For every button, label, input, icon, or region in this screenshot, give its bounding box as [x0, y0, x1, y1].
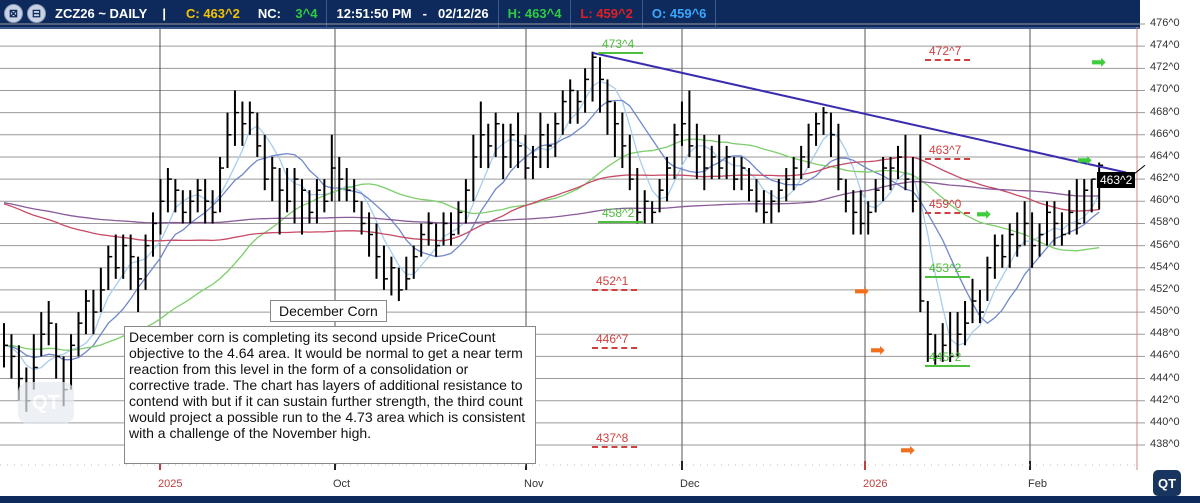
- y-tick-label: 450^0: [1150, 305, 1180, 318]
- moving-average-line: [3, 99, 1100, 361]
- qt-logo: QT: [1153, 470, 1181, 496]
- y-tick-label: 464^0: [1150, 149, 1180, 162]
- last-price-tag: 463^2: [1097, 172, 1136, 188]
- close-box-icon[interactable]: ⊠: [4, 4, 23, 23]
- moving-average-line: [3, 156, 1100, 242]
- y-tick-label: 440^0: [1150, 415, 1180, 428]
- x-tick-label: Oct: [333, 478, 351, 490]
- y-tick-label: 470^0: [1150, 83, 1180, 96]
- resistance-trendline: [592, 51, 1127, 174]
- resistance-level-label: 437^8: [596, 431, 629, 446]
- resistance-level-label: 472^7: [929, 43, 962, 58]
- textbox-title: December Corn: [270, 300, 387, 322]
- minimize-box-icon[interactable]: ⊟: [27, 4, 46, 23]
- y-tick-label: 454^0: [1150, 260, 1180, 273]
- y-tick-label: 446^0: [1150, 349, 1180, 362]
- x-tick-label: 2026: [863, 478, 888, 490]
- objective-level-label: 458^2: [602, 205, 635, 220]
- resistance-level-label: 452^1: [596, 273, 629, 288]
- resistance-level-line: [592, 288, 637, 291]
- objective-level-label: 473^4: [602, 36, 635, 51]
- resistance-level-line: [925, 212, 970, 215]
- y-tick-label: 448^0: [1150, 327, 1180, 340]
- arrow-right-icon: ➡: [976, 204, 992, 224]
- y-tick-label: 444^0: [1150, 371, 1180, 384]
- quote-time: 12:51:50 PM: [336, 6, 412, 21]
- close-price: C: 463^2: [186, 6, 240, 21]
- y-tick-label: 466^0: [1150, 127, 1180, 140]
- net-change-value: 3^4: [295, 6, 318, 21]
- x-tick-label: Nov: [524, 478, 544, 490]
- resistance-level-line: [925, 158, 970, 161]
- price-tag-leader: [1133, 164, 1146, 175]
- resistance-level-line: [592, 346, 637, 349]
- y-tick-label: 442^0: [1150, 393, 1180, 406]
- low-price: L: 459^2: [571, 0, 643, 27]
- y-tick-label: 438^0: [1150, 438, 1180, 451]
- bottom-bar: [0, 496, 1200, 503]
- moving-average-line: [3, 138, 1100, 351]
- high-price: H: 463^4: [499, 0, 572, 27]
- resistance-level-line: [925, 58, 970, 61]
- header-separator: |: [162, 6, 166, 21]
- arrow-right-icon: ➡: [870, 340, 886, 360]
- net-change: NC: 3^4: [249, 0, 328, 27]
- objective-level-line: [598, 51, 643, 54]
- objective-level-label: 445^2: [929, 349, 962, 364]
- arrow-right-icon: ➡: [900, 440, 916, 460]
- y-tick-label: 472^0: [1150, 61, 1180, 74]
- y-tick-label: 468^0: [1150, 105, 1180, 118]
- moving-average-line: [3, 180, 1100, 224]
- open-price: O: 459^6: [643, 0, 717, 27]
- objective-level-line: [925, 364, 970, 367]
- y-tick-label: 460^0: [1150, 194, 1180, 207]
- resistance-level-line: [592, 446, 637, 449]
- x-tick-label: Dec: [680, 478, 700, 490]
- arrow-right-icon: ➡: [1091, 52, 1107, 72]
- objective-level-line: [925, 276, 970, 279]
- y-tick-label: 458^0: [1150, 216, 1180, 229]
- x-tick-label: Feb: [1028, 478, 1047, 490]
- resistance-level-label: 463^7: [929, 143, 962, 158]
- y-tick-label: 452^0: [1150, 282, 1180, 295]
- quote-date: 02/12/26: [429, 0, 499, 27]
- arrow-right-icon: ➡: [1077, 150, 1093, 170]
- arrow-right-icon: ➡: [854, 281, 870, 301]
- net-change-label: NC:: [257, 6, 281, 21]
- y-tick-label: 456^0: [1150, 238, 1180, 251]
- y-tick-label: 474^0: [1150, 39, 1180, 52]
- resistance-level-label: 459^0: [929, 197, 962, 212]
- y-tick-label: 476^0: [1150, 17, 1180, 29]
- header-dash: -: [422, 6, 427, 21]
- objective-level-line: [598, 220, 643, 223]
- moving-average-line: [3, 80, 1100, 371]
- resistance-level-label: 446^7: [596, 331, 629, 346]
- x-tick-label: 2025: [158, 478, 183, 490]
- watermark-logo: QT: [18, 382, 74, 424]
- commentary-textbox: December corn is completing its second u…: [124, 326, 536, 464]
- y-tick-label: 462^0: [1150, 172, 1180, 185]
- symbol-label: ZCZ26 ~ DAILY: [55, 6, 148, 21]
- objective-level-label: 453^2: [929, 261, 962, 276]
